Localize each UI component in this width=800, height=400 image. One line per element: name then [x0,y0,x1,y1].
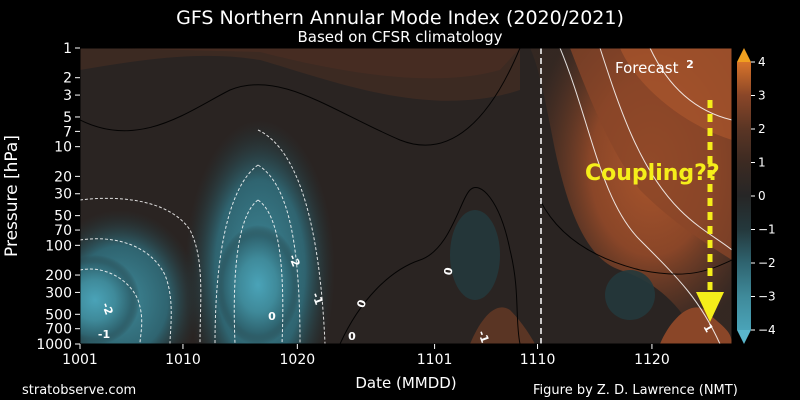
forecast-label: Forecast [615,59,679,77]
x-tick-label: 1010 [165,352,201,368]
chart-subtitle: Based on CFSR climatology [297,28,502,46]
x-axis-label: Date (MMDD) [355,374,456,392]
colorbar-bottom-arrow [737,330,751,344]
x-tick-label: 1001 [62,352,98,368]
contour-value-label: 0 [268,310,276,323]
y-tick-label: 50 [54,209,72,225]
colorbar-tick-label: 3 [758,89,766,103]
y-tick-label: 1000 [36,337,72,353]
colorbar-tick-label: 4 [758,55,766,69]
x-tick-label: 1101 [417,352,453,368]
contour-value-label: 0 [348,330,356,343]
contour-value-label: 0 [354,298,369,310]
y-tick-label: 7 [63,124,72,140]
x-axis: 1001 1010 1020 1101 1110 1120 [62,344,670,368]
coupling-annotation: Coupling?? [585,161,720,186]
y-tick-label: 30 [54,187,72,203]
contour-value-label: -1 [475,329,491,345]
x-tick-label: 1110 [520,352,556,368]
colorbar-gradient [737,62,751,330]
contour-value-label: -2 [99,301,115,317]
y-tick-label: 1 [63,41,72,57]
colorbar-tick-label: 2 [758,122,766,136]
colorbar-tick-label: 0 [758,189,766,203]
x-tick-label: 1020 [280,352,316,368]
colorbar-tick-label: −3 [758,290,776,304]
y-tick-label: 10 [54,140,72,156]
colorbar-tick-label: −1 [758,223,776,237]
y-tick-label: 700 [45,322,72,338]
plot-area [80,48,732,344]
credit-right: Figure by Z. D. Lawrence (NMT) [533,383,738,398]
coupling-arrow-head [696,292,724,322]
y-tick-label: 70 [54,223,72,239]
chart-title: GFS Northern Annular Mode Index (2020/20… [176,7,624,29]
contour-value-label: -2 [286,253,303,269]
colorbar: 4 3 2 1 0 −1 −2 −3 −4 [737,48,776,344]
x-tick-label: 1120 [634,352,670,368]
contour-value-label: 0 [441,266,455,276]
y-tick-label: 3 [63,88,72,104]
colorbar-tick-label: −2 [758,256,776,270]
contour-value-label: -1 [309,291,325,307]
colorbar-tick-label: 1 [758,156,766,170]
credit-left: stratobserve.com [22,383,136,398]
y-tick-label: 2 [63,71,72,87]
plot-frame [79,47,733,345]
contour-value-label: -1 [98,328,110,341]
colorbar-tick-label: −4 [758,323,776,337]
colorbar-top-arrow [737,48,751,62]
y-tick-label: 200 [45,268,72,284]
y-tick-label: 5 [63,110,72,126]
y-tick-label: 500 [45,307,72,323]
y-tick-label: 100 [45,238,72,254]
y-tick-label: 300 [45,285,72,301]
y-axis-label: Pressure [hPa] [2,135,22,257]
contour-value-label: 2 [686,58,694,71]
y-tick-label: 20 [54,169,72,185]
